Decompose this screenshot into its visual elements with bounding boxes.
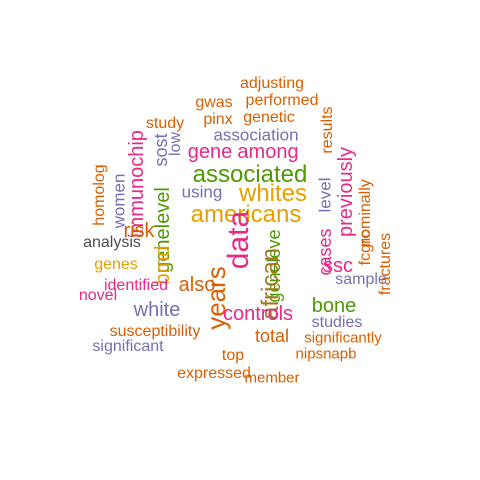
word-ssc: ssc — [323, 255, 353, 277]
word-among: among — [237, 141, 299, 163]
word-susceptibility: susceptibility — [109, 323, 201, 340]
word-level: level — [315, 177, 335, 213]
word-study: study — [145, 115, 185, 132]
word-data: data — [222, 210, 255, 270]
word-nipsnapb: nipsnapb — [295, 345, 357, 363]
word-genes: genes — [94, 256, 138, 273]
word-adjusting: adjusting — [239, 75, 305, 92]
word-sample: sample — [335, 271, 387, 288]
word-low: low — [167, 131, 184, 157]
word-homolog: homolog — [91, 164, 108, 226]
word-top: top — [221, 347, 245, 364]
word-analysis: analysis — [83, 234, 141, 251]
word-studies: studies — [311, 314, 363, 331]
word-member: member — [244, 369, 300, 387]
word-novel: novel — [78, 287, 118, 304]
word-controls: controls — [222, 303, 294, 325]
word-pinx: pinx — [203, 111, 233, 128]
word-previously: previously — [335, 146, 357, 238]
word-also: also — [178, 274, 216, 296]
word-association: association — [213, 125, 299, 145]
word-risk: risk — [123, 220, 155, 242]
word-fcgrc: fcgrc — [357, 230, 374, 266]
word-results: results — [319, 106, 336, 154]
word-total: total — [254, 326, 290, 346]
word-genetic: genetic — [243, 109, 295, 126]
word-using: using — [181, 182, 223, 202]
word-bone: bone — [311, 295, 357, 317]
word-americans: americans — [190, 201, 302, 228]
word-performed: performed — [245, 92, 319, 109]
word-significant: significant — [92, 338, 164, 355]
word-expressed: expressed — [177, 365, 251, 382]
word-whites: whites — [238, 180, 308, 207]
word-gene: gene — [187, 141, 233, 163]
word-gwas: gwas — [195, 94, 233, 111]
word-associated: associated — [192, 161, 308, 188]
word-white: white — [133, 299, 181, 321]
word-identified: identified — [103, 277, 169, 294]
word-significantly: significantly — [304, 329, 382, 347]
